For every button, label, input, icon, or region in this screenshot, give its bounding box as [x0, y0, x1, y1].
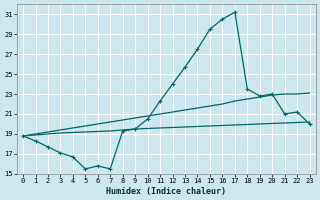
X-axis label: Humidex (Indice chaleur): Humidex (Indice chaleur) — [106, 187, 226, 196]
